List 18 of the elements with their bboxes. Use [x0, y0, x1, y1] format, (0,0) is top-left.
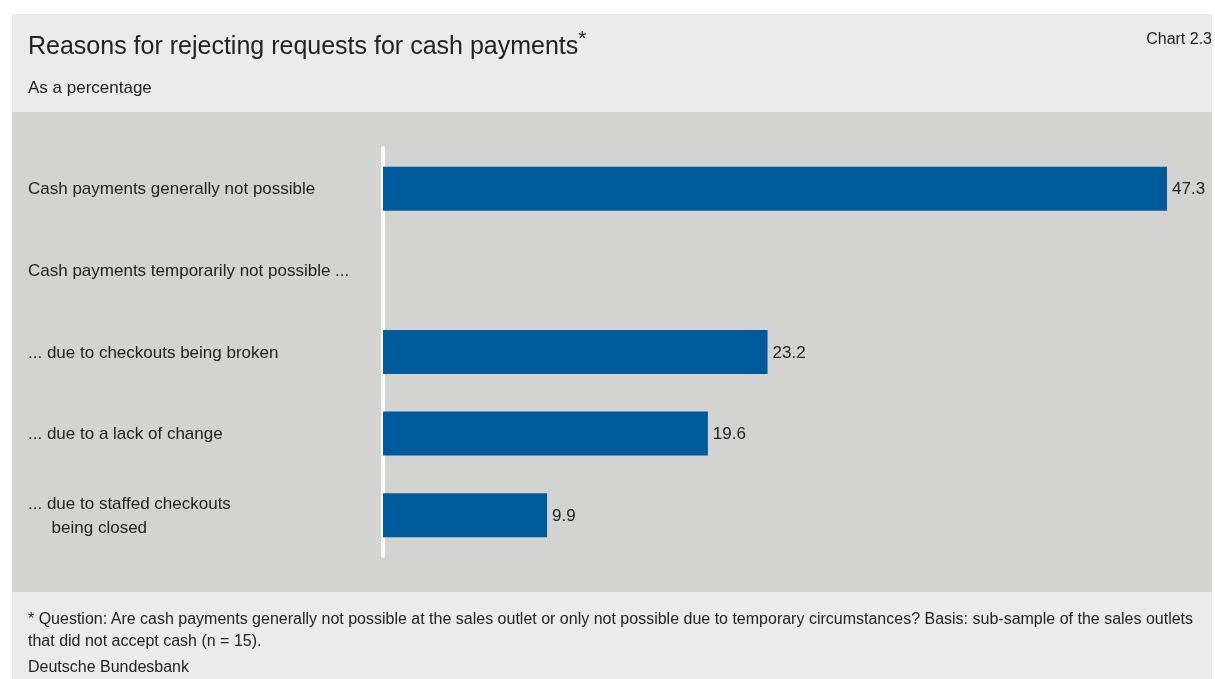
- y-tick-label: ... due to staffed checkouts being closed: [28, 493, 231, 537]
- text: As a percentage: [28, 78, 152, 98]
- bar: [383, 330, 768, 374]
- data-label: 19.6: [712, 424, 746, 444]
- chart-title: Reasons for rejecting requests for cash payments$^{*}$: [28, 26, 587, 61]
- text: Deutsche Bundesbank: [28, 658, 189, 676]
- y-tick-label: Cash payments generally not possible: [28, 179, 316, 199]
- y-tick-label: Cash payments temporarily not possible ...: [28, 260, 350, 280]
- caption: Chart 2.3: [1146, 30, 1212, 48]
- data-label: 9.9: [552, 505, 576, 525]
- data-label: 23.2: [772, 342, 806, 362]
- bar: [383, 411, 708, 456]
- y-tick-label: ... due to a lack of change: [28, 424, 223, 444]
- text: * Question: Are cash payments generally not possible at the sales outlet or only not possible due to temporary circumstances? Basis: sub-sample of the sales outlets that did not accept cash (n = 15).: [28, 609, 1195, 651]
- bar: [383, 166, 1167, 211]
- data-label: 47.3: [1172, 179, 1206, 199]
- bar: [383, 493, 548, 538]
- y-tick-label: ... due to checkouts being broken: [28, 342, 279, 362]
